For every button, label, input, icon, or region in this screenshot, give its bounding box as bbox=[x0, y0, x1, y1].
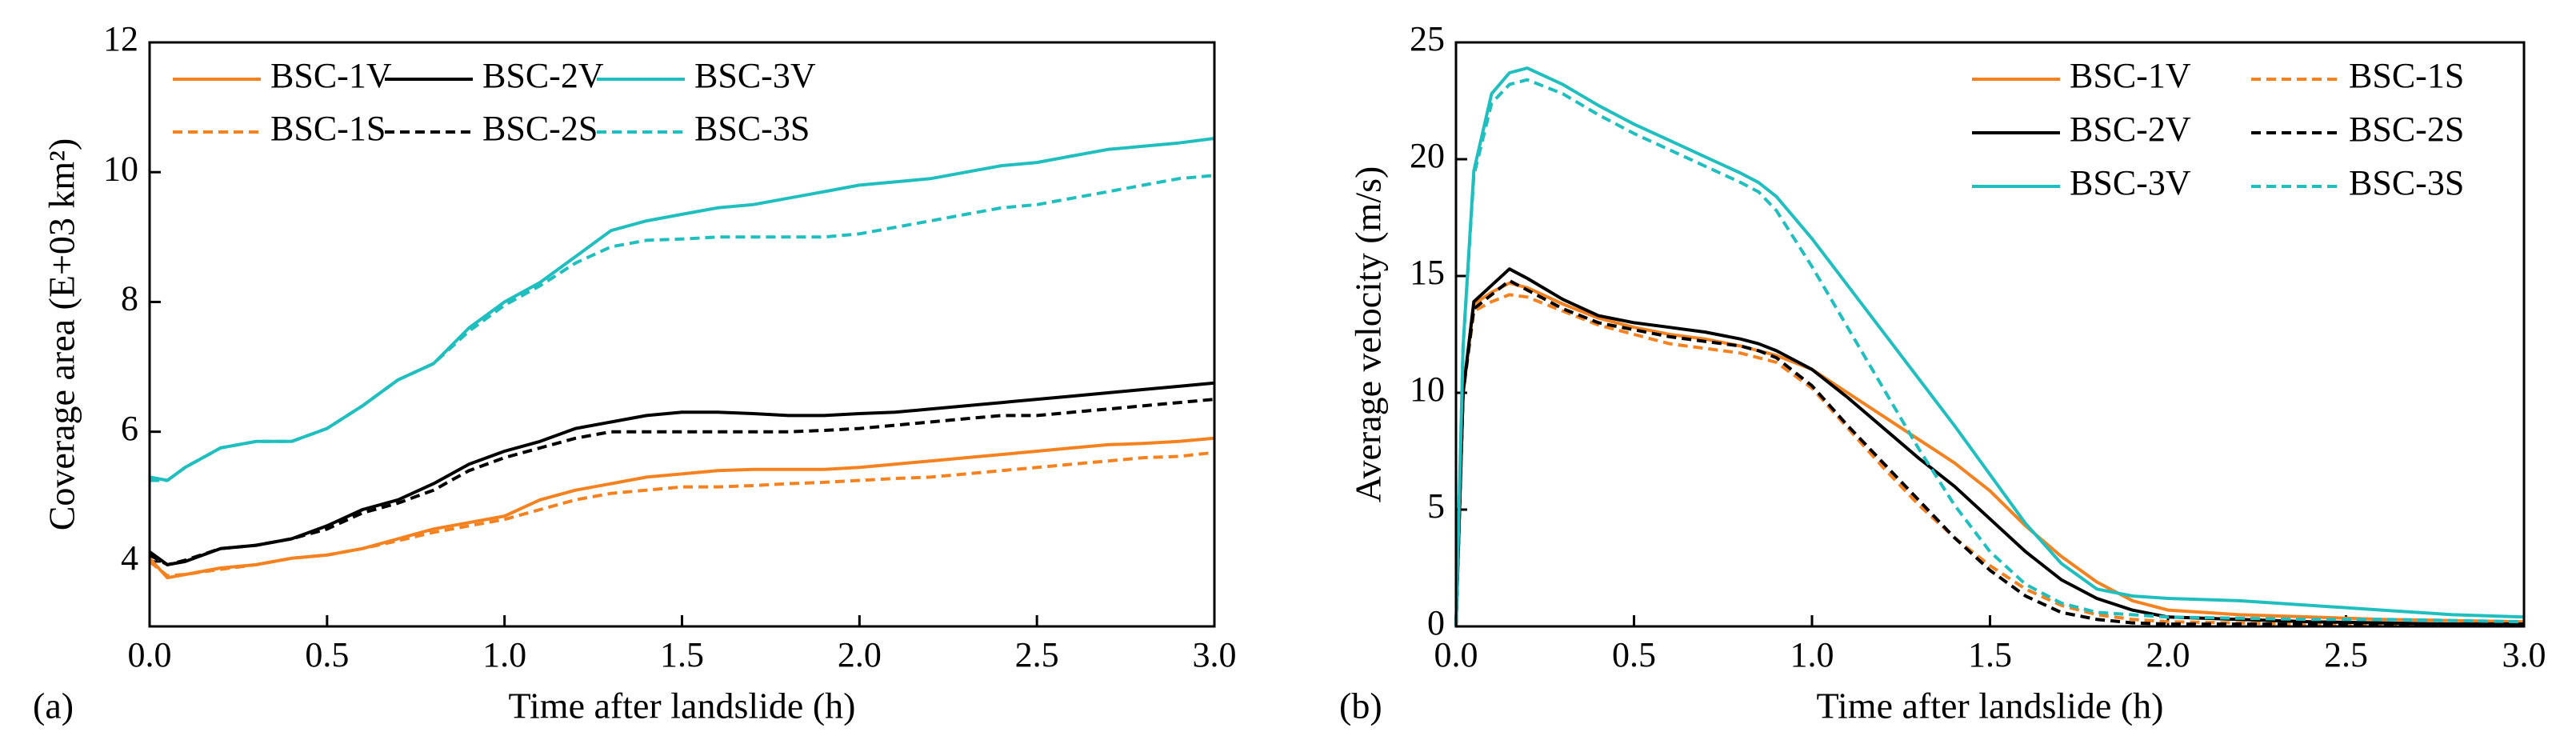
legend-label: BSC-1V bbox=[2070, 56, 2191, 95]
x-tick-label: 2.5 bbox=[1015, 635, 1059, 674]
x-axis-label: Time after landslide (h) bbox=[509, 686, 856, 726]
x-tick-label: 0.0 bbox=[1434, 635, 1478, 674]
legend-label: BSC-1S bbox=[2349, 56, 2464, 95]
y-tick-label: 8 bbox=[121, 279, 138, 318]
series-line bbox=[148, 450, 1215, 578]
series-line bbox=[1454, 293, 2524, 627]
y-tick-label: 15 bbox=[1410, 253, 1445, 292]
y-axis-label: Coverage area (E+03 km²) bbox=[42, 138, 82, 531]
legend-label: BSC-3S bbox=[2349, 163, 2464, 202]
y-axis-label: Average velocity (m/s) bbox=[1348, 166, 1389, 503]
x-tick-label: 1.5 bbox=[1968, 635, 2012, 674]
legend-label: BSC-2S bbox=[482, 109, 598, 148]
y-tick-label: 12 bbox=[103, 19, 138, 58]
series-line bbox=[1454, 281, 2525, 627]
x-tick-label: 1.0 bbox=[1790, 635, 1834, 674]
legend-label: BSC-3S bbox=[694, 109, 810, 148]
series-line bbox=[1454, 278, 2524, 627]
y-tick-label: 4 bbox=[121, 538, 138, 578]
panel-label: (a) bbox=[33, 686, 74, 726]
series-line bbox=[1454, 78, 2525, 627]
panel-label: (b) bbox=[1339, 686, 1382, 726]
x-tick-label: 2.0 bbox=[838, 635, 882, 674]
x-tick-label: 1.0 bbox=[482, 635, 526, 674]
plot-frame bbox=[1454, 41, 2526, 628]
x-tick-label: 3.0 bbox=[2502, 635, 2546, 674]
y-tick-label: 0 bbox=[1427, 603, 1445, 642]
x-tick-label: 1.5 bbox=[660, 635, 704, 674]
x-tick-label: 0.5 bbox=[1612, 635, 1656, 674]
x-axis-label: Time after landslide (h) bbox=[1817, 686, 2164, 726]
legend-label: BSC-1V bbox=[270, 56, 392, 95]
legend-label: BSC-2S bbox=[2349, 110, 2464, 149]
legend-label: BSC-1S bbox=[270, 109, 386, 148]
series-line bbox=[150, 174, 1215, 482]
x-tick-label: 0.0 bbox=[128, 635, 172, 674]
y-tick-label: 6 bbox=[121, 409, 138, 448]
legend-label: BSC-2V bbox=[482, 56, 604, 95]
y-tick-label: 5 bbox=[1427, 486, 1445, 526]
series-line bbox=[1454, 66, 2525, 627]
y-tick-label: 25 bbox=[1410, 19, 1445, 58]
y-tick-label: 20 bbox=[1410, 136, 1445, 175]
series-line bbox=[148, 436, 1215, 580]
x-tick-label: 2.0 bbox=[2146, 635, 2190, 674]
series-line bbox=[149, 137, 1215, 482]
legend-label: BSC-3V bbox=[2070, 163, 2191, 202]
x-tick-label: 0.5 bbox=[305, 635, 349, 674]
legend-label: BSC-2V bbox=[2070, 110, 2191, 149]
legend-label: BSC-3V bbox=[694, 56, 816, 95]
y-tick-label: 10 bbox=[1410, 370, 1445, 409]
series-line bbox=[149, 398, 1215, 566]
x-tick-label: 2.5 bbox=[2324, 635, 2368, 674]
x-tick-label: 3.0 bbox=[1193, 635, 1237, 674]
plot-frame bbox=[148, 41, 1216, 628]
y-tick-label: 10 bbox=[103, 149, 138, 188]
